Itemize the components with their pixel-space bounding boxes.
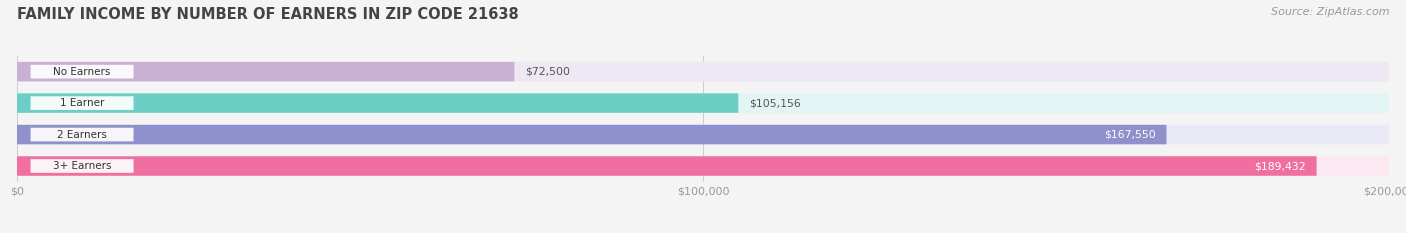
FancyBboxPatch shape xyxy=(31,128,134,141)
Text: $167,550: $167,550 xyxy=(1104,130,1156,140)
Text: $105,156: $105,156 xyxy=(749,98,801,108)
FancyBboxPatch shape xyxy=(31,96,134,110)
FancyBboxPatch shape xyxy=(17,156,1389,176)
FancyBboxPatch shape xyxy=(17,125,1167,144)
Text: FAMILY INCOME BY NUMBER OF EARNERS IN ZIP CODE 21638: FAMILY INCOME BY NUMBER OF EARNERS IN ZI… xyxy=(17,7,519,22)
FancyBboxPatch shape xyxy=(31,159,134,173)
FancyBboxPatch shape xyxy=(31,65,134,79)
FancyBboxPatch shape xyxy=(17,125,1389,144)
Text: 3+ Earners: 3+ Earners xyxy=(53,161,111,171)
FancyBboxPatch shape xyxy=(17,93,1389,113)
Text: Source: ZipAtlas.com: Source: ZipAtlas.com xyxy=(1271,7,1389,17)
FancyBboxPatch shape xyxy=(17,93,738,113)
Text: No Earners: No Earners xyxy=(53,67,111,77)
Text: 1 Earner: 1 Earner xyxy=(60,98,104,108)
FancyBboxPatch shape xyxy=(17,62,515,81)
Text: $189,432: $189,432 xyxy=(1254,161,1306,171)
FancyBboxPatch shape xyxy=(17,156,1316,176)
Text: 2 Earners: 2 Earners xyxy=(58,130,107,140)
FancyBboxPatch shape xyxy=(17,62,1389,81)
Text: $72,500: $72,500 xyxy=(526,67,571,77)
